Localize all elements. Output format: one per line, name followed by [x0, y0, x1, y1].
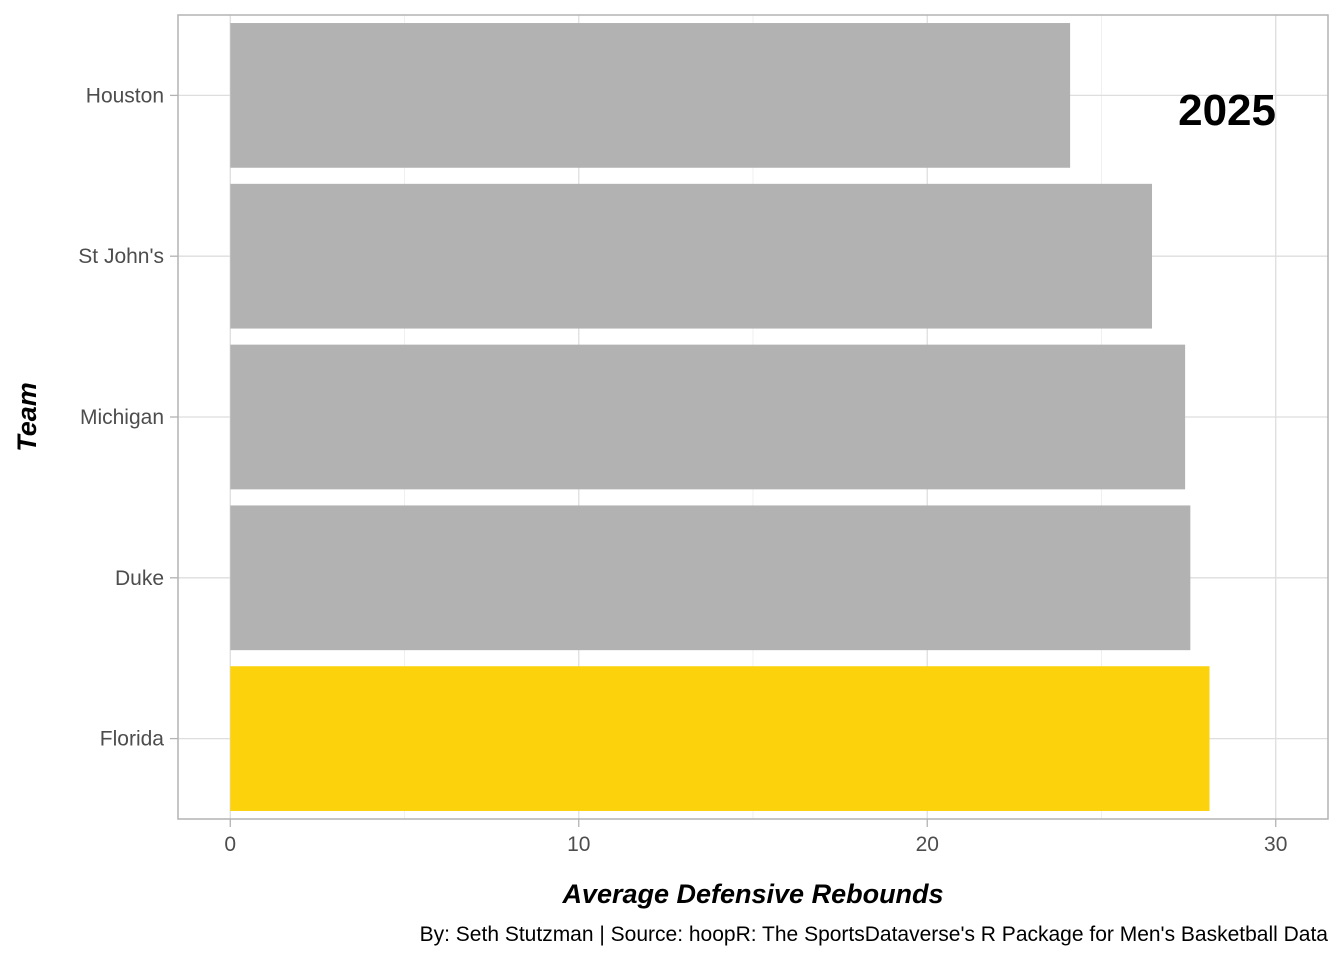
bar-michigan — [230, 344, 1186, 490]
annotation-year: 2025 — [1178, 86, 1276, 135]
bar-houston — [230, 23, 1071, 168]
axis-ticks: Houston St John's Michigan Duke Florida 0 10 20… — [78, 84, 1287, 856]
x-tick-label: 20 — [916, 833, 939, 856]
y-tick-label: Florida — [100, 728, 165, 751]
caption: By: Seth Stutzman | Source: hoopR: The S… — [420, 923, 1329, 946]
y-tick-label: Duke — [115, 567, 164, 590]
bars — [230, 23, 1210, 811]
y-tick-label: Michigan — [80, 406, 164, 429]
x-tick-label: 0 — [224, 833, 236, 856]
y-axis-title: Team — [12, 382, 42, 452]
bar-st-john-s — [230, 183, 1153, 329]
x-tick-label: 10 — [567, 833, 590, 856]
x-tick-label: 30 — [1264, 833, 1287, 856]
y-tick-label: St John's — [78, 245, 164, 268]
bar-duke — [230, 505, 1191, 651]
x-axis-title: Average Defensive Rebounds — [561, 879, 943, 909]
bar-florida — [230, 666, 1210, 811]
y-tick-label: Houston — [86, 84, 164, 107]
